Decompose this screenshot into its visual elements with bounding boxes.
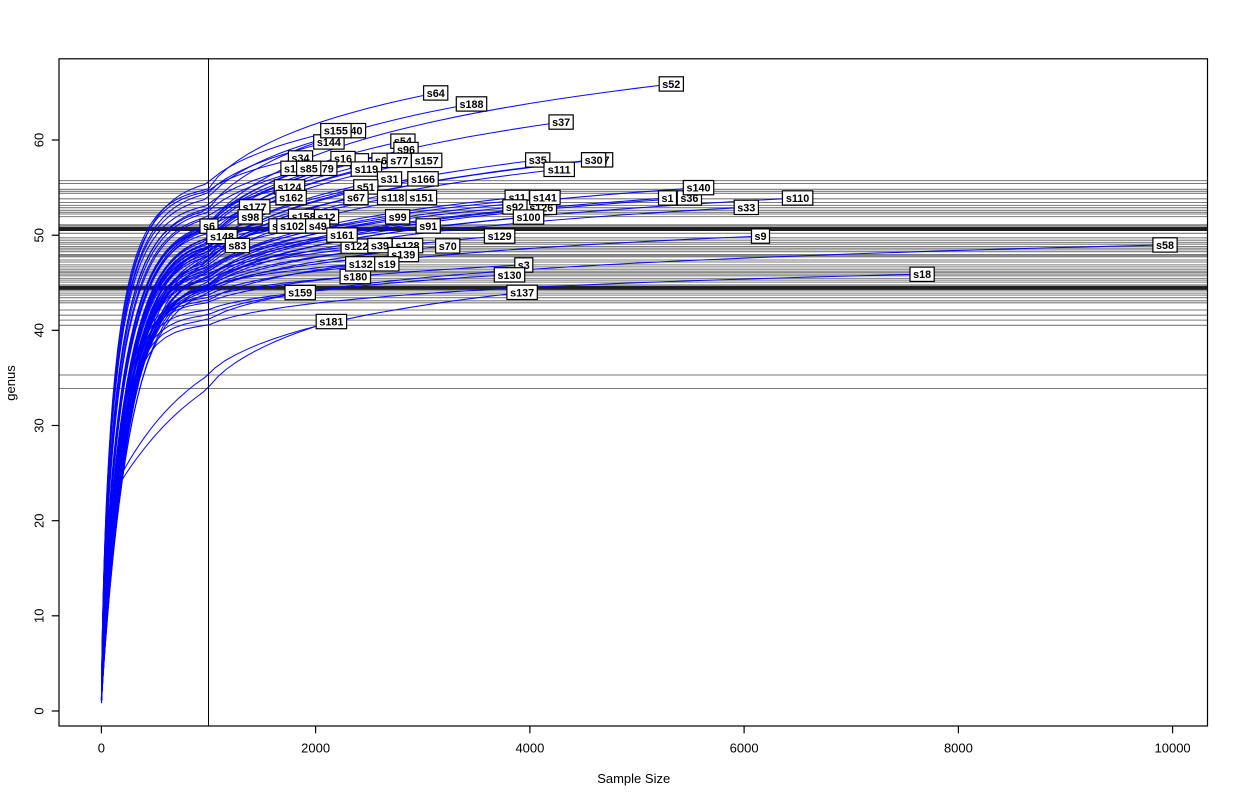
- svg-text:s1: s1: [661, 193, 673, 205]
- svg-text:s155: s155: [324, 126, 348, 138]
- svg-text:s144: s144: [317, 137, 341, 149]
- svg-text:s18: s18: [913, 269, 931, 281]
- svg-text:s161: s161: [330, 230, 354, 242]
- svg-text:s132: s132: [349, 259, 373, 271]
- svg-text:s141: s141: [533, 193, 557, 205]
- svg-text:s119: s119: [355, 164, 378, 176]
- svg-text:s37: s37: [552, 117, 570, 129]
- svg-text:s30: s30: [585, 155, 603, 167]
- svg-text:30: 30: [31, 418, 46, 432]
- svg-text:s162: s162: [279, 193, 303, 205]
- svg-text:s39: s39: [371, 241, 389, 253]
- svg-text:s180: s180: [343, 272, 367, 284]
- svg-text:s52: s52: [662, 79, 680, 91]
- svg-text:s151: s151: [409, 193, 433, 205]
- svg-text:genus: genus: [3, 365, 18, 401]
- svg-text:s166: s166: [411, 174, 435, 186]
- svg-text:6000: 6000: [730, 741, 759, 756]
- svg-text:s102: s102: [280, 221, 304, 233]
- svg-text:s181: s181: [319, 317, 343, 329]
- svg-text:s31: s31: [380, 174, 398, 186]
- svg-text:s157: s157: [415, 155, 439, 167]
- svg-text:s137: s137: [510, 287, 534, 299]
- svg-text:s188: s188: [459, 99, 483, 111]
- svg-text:s159: s159: [288, 288, 312, 300]
- svg-text:s35: s35: [529, 155, 547, 167]
- svg-text:s98: s98: [241, 212, 259, 224]
- svg-text:8000: 8000: [944, 741, 973, 756]
- svg-text:50: 50: [31, 228, 46, 242]
- svg-text:s49: s49: [309, 221, 327, 233]
- svg-text:s130: s130: [497, 270, 521, 282]
- svg-text:s91: s91: [419, 221, 437, 233]
- svg-text:s100: s100: [516, 212, 540, 224]
- svg-text:10000: 10000: [1155, 741, 1191, 756]
- svg-text:s19: s19: [378, 259, 396, 271]
- svg-text:s67: s67: [347, 193, 365, 205]
- svg-text:s16: s16: [334, 154, 352, 166]
- svg-text:s99: s99: [389, 212, 407, 224]
- svg-text:s129: s129: [488, 231, 512, 243]
- svg-text:Sample Size: Sample Size: [597, 771, 670, 786]
- svg-text:s83: s83: [228, 241, 246, 253]
- svg-text:s110: s110: [786, 193, 809, 205]
- svg-text:4000: 4000: [515, 741, 544, 756]
- svg-text:2000: 2000: [301, 741, 330, 756]
- svg-text:s58: s58: [1156, 240, 1174, 252]
- svg-text:0: 0: [31, 707, 46, 714]
- svg-text:40: 40: [31, 323, 46, 337]
- svg-text:s122: s122: [344, 241, 368, 253]
- svg-text:s36: s36: [680, 193, 698, 205]
- svg-text:s64: s64: [427, 88, 445, 100]
- svg-text:s118: s118: [381, 193, 404, 205]
- svg-text:s77: s77: [390, 155, 408, 167]
- svg-text:s9: s9: [754, 231, 766, 243]
- svg-text:s111: s111: [548, 164, 571, 176]
- svg-text:s140: s140: [686, 183, 710, 195]
- svg-text:10: 10: [31, 609, 46, 623]
- svg-text:0: 0: [98, 741, 105, 756]
- svg-text:60: 60: [31, 133, 46, 147]
- svg-text:s85: s85: [300, 163, 318, 175]
- svg-text:s33: s33: [737, 202, 755, 214]
- svg-text:s70: s70: [439, 241, 457, 253]
- svg-text:20: 20: [31, 513, 46, 527]
